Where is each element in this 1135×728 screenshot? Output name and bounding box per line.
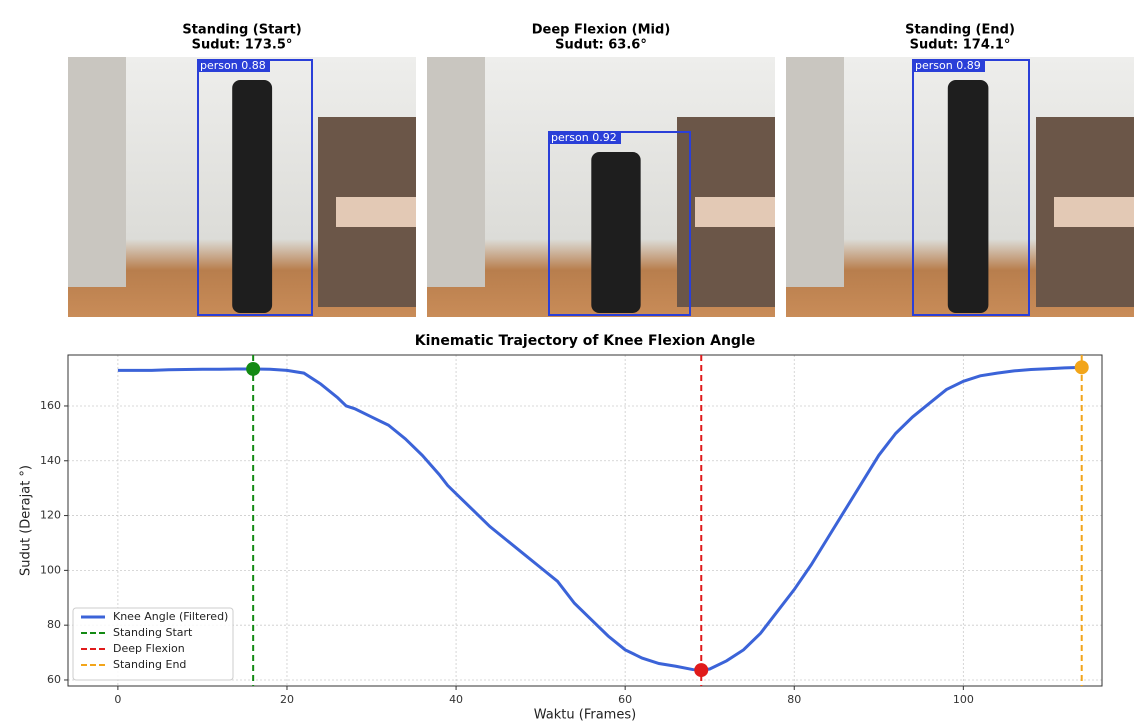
chart-title: Kinematic Trajectory of Knee Flexion Ang… xyxy=(415,333,756,349)
panel-subtitle: Sudut: 174.1° xyxy=(910,38,1011,53)
y-tick-label: 140 xyxy=(40,454,61,467)
person xyxy=(232,80,272,313)
panel-title: Deep Flexion (Mid) xyxy=(532,23,671,38)
detection-label: person 0.89 xyxy=(915,59,981,72)
legend-label: Standing End xyxy=(113,658,186,671)
data-line xyxy=(118,367,1082,670)
detection-label: person 0.92 xyxy=(551,131,617,144)
panel-title: Standing (Start) xyxy=(182,23,301,38)
legend-label: Knee Angle (Filtered) xyxy=(113,610,228,623)
x-tick-label: 60 xyxy=(618,693,632,706)
x-axis-label: Waktu (Frames) xyxy=(534,708,636,723)
panel-title: Standing (End) xyxy=(905,23,1015,38)
x-tick-label: 100 xyxy=(953,693,974,706)
person xyxy=(591,152,640,313)
detection-label: person 0.88 xyxy=(200,59,266,72)
event-marker xyxy=(246,362,260,376)
x-tick-label: 0 xyxy=(114,693,121,706)
y-tick-label: 80 xyxy=(47,618,61,631)
y-axis-label: Sudut (Derajat °) xyxy=(19,465,34,576)
panel-subtitle: Sudut: 173.5° xyxy=(192,38,293,53)
event-marker xyxy=(1075,360,1089,374)
legend-label: Standing Start xyxy=(113,626,193,639)
door xyxy=(68,57,126,287)
mattress xyxy=(336,197,416,227)
door xyxy=(786,57,844,287)
panel-subtitle: Sudut: 63.6° xyxy=(555,38,647,53)
y-tick-label: 160 xyxy=(40,399,61,412)
door xyxy=(427,57,485,287)
mattress xyxy=(1054,197,1134,227)
x-tick-label: 80 xyxy=(787,693,801,706)
mattress xyxy=(695,197,775,227)
x-tick-label: 20 xyxy=(280,693,294,706)
legend-label: Deep Flexion xyxy=(113,642,185,655)
event-marker xyxy=(694,663,708,677)
y-tick-label: 120 xyxy=(40,509,61,522)
x-tick-label: 40 xyxy=(449,693,463,706)
person xyxy=(948,80,989,313)
y-tick-label: 100 xyxy=(40,563,61,576)
y-tick-label: 60 xyxy=(47,673,61,686)
figure: Standing (Start)Sudut: 173.5° person 0.88… xyxy=(0,0,1135,728)
